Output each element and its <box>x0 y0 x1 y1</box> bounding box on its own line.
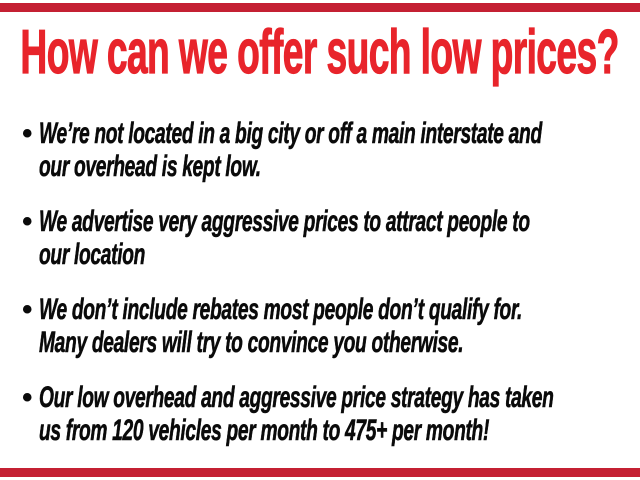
list-item: • We’re not located in a big city or off… <box>22 117 640 184</box>
bullet-text: We advertise very aggressive prices to a… <box>39 205 530 272</box>
bullet-marker-icon: • <box>22 117 33 150</box>
bullet-marker-icon: • <box>22 205 33 238</box>
list-item: • Our low overhead and aggressive price … <box>22 381 640 448</box>
bottom-red-bar <box>0 468 640 477</box>
list-item: • We don’t include rebates most people d… <box>22 293 640 360</box>
bullet-line: our location <box>39 238 146 272</box>
bullet-list: • We’re not located in a big city or off… <box>22 117 640 448</box>
bullet-line: Many dealers will try to convince you ot… <box>39 326 464 360</box>
top-red-bar <box>0 3 640 12</box>
slide-title: How can we offer such low prices? <box>20 18 621 87</box>
bullet-line: Our low overhead and aggressive price st… <box>39 381 554 415</box>
bullet-line: We don’t include rebates most people don… <box>39 293 523 327</box>
bullet-marker-icon: • <box>22 381 33 414</box>
title-row: How can we offer such low prices? <box>0 18 640 87</box>
bullet-line: us from 120 vehicles per month to 475+ p… <box>39 414 490 448</box>
bullet-text: We don’t include rebates most people don… <box>39 293 523 360</box>
bullet-line: We advertise very aggressive prices to a… <box>39 205 530 239</box>
bullet-marker-icon: • <box>22 293 33 326</box>
bullet-line: We’re not located in a big city or off a… <box>39 117 543 151</box>
list-item: • We advertise very aggressive prices to… <box>22 205 640 272</box>
bullet-line: our overhead is kept low. <box>39 150 261 184</box>
bullet-text: Our low overhead and aggressive price st… <box>39 381 554 448</box>
bullet-text: We’re not located in a big city or off a… <box>39 117 543 184</box>
